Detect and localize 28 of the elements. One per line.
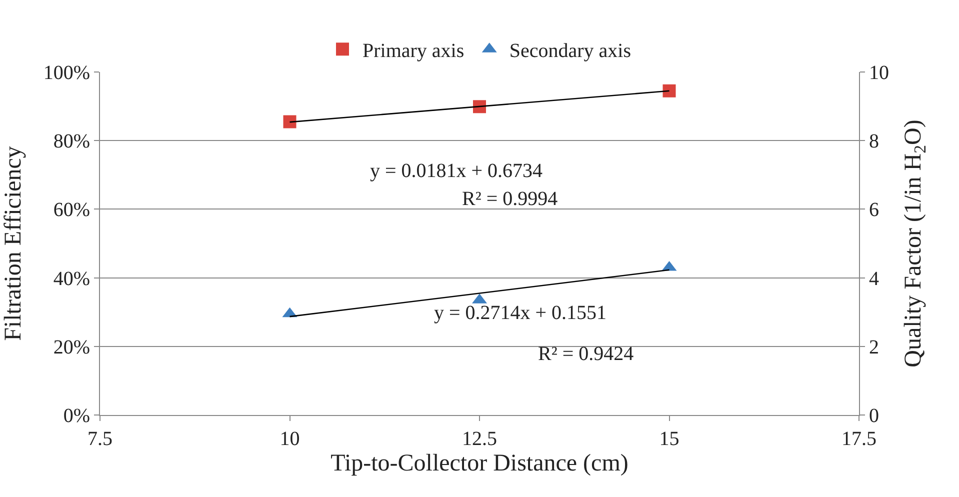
legend-label: Secondary axis xyxy=(509,40,632,62)
y-tick-label: 40% xyxy=(53,268,90,290)
x-tick-label: 10 xyxy=(280,428,300,450)
y-tick-label: 60% xyxy=(53,199,90,222)
annotation: y = 0.2714x + 0.1551 xyxy=(434,302,607,324)
point xyxy=(662,84,676,98)
y-tick-label: 0% xyxy=(63,405,90,427)
x-tick-label: 12.5 xyxy=(462,428,497,450)
x-tick-label: 7.5 xyxy=(88,428,112,450)
y-tick-label: 100% xyxy=(43,62,90,84)
y-axis-title: Filtration Efficiency xyxy=(0,146,26,341)
annotation: R² = 0.9424 xyxy=(538,343,634,365)
y2-tick-label: 10 xyxy=(869,62,889,84)
annotation: R² = 0.9994 xyxy=(462,188,558,210)
y2-tick-label: 0 xyxy=(869,405,879,427)
point xyxy=(473,100,486,114)
x-tick-label: 15 xyxy=(659,428,680,450)
y-tick-label: 80% xyxy=(53,130,90,153)
y2-tick-label: 8 xyxy=(869,130,879,153)
x-tick-label: 17.5 xyxy=(842,428,876,450)
y2-tick-label: 4 xyxy=(869,268,879,290)
x-axis-title: Tip-to-Collector Distance (cm) xyxy=(330,450,628,476)
y2-tick-label: 2 xyxy=(869,336,879,358)
y-tick-label: 20% xyxy=(53,336,90,358)
annotation: y = 0.0181x + 0.6734 xyxy=(370,160,543,182)
point xyxy=(283,115,296,128)
y2-tick-label: 6 xyxy=(869,199,879,222)
legend-label: Primary axis xyxy=(362,40,464,62)
